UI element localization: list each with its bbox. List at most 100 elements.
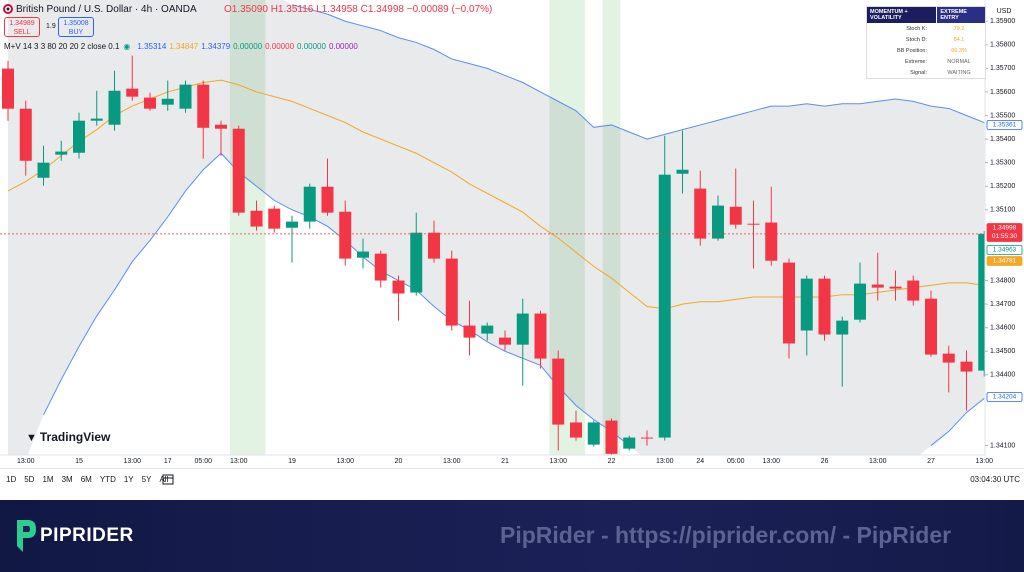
candle-body: [55, 151, 68, 155]
row-label: Signal:: [910, 69, 927, 76]
spread: 1.9: [46, 23, 56, 30]
plot-area: [0, 0, 985, 455]
candle-body: [729, 206, 742, 225]
range-button[interactable]: 1M: [42, 475, 54, 484]
candle-body: [108, 90, 121, 125]
indicator-value: 0.00000: [328, 42, 358, 51]
candle-body: [197, 84, 210, 128]
row-value: 79.2: [953, 25, 965, 32]
x-tick-label: 17: [164, 458, 172, 465]
calendar-icon[interactable]: [162, 473, 174, 485]
table-header: MOMENTUM + VOLATILITY EXTREME ENTRY: [867, 7, 985, 23]
candle-body: [499, 337, 511, 345]
signal-highlight: [229, 0, 248, 455]
brand-logo: [17, 520, 36, 552]
row-label: Stoch K:: [906, 25, 927, 32]
x-tick-label: 13:00: [17, 458, 35, 465]
signal-table: MOMENTUM + VOLATILITY EXTREME ENTRY Stoch…: [866, 6, 986, 79]
row-label: Extreme:: [904, 58, 927, 65]
table-row: Stoch D: 84.1: [867, 34, 985, 45]
y-tick-label: 1.34100: [990, 442, 1015, 449]
price-tag: [986, 392, 1023, 402]
y-tick-label: 1.35200: [990, 183, 1015, 190]
price-tag-label: 1.34204: [993, 394, 1017, 401]
y-tick-label: 1.35100: [990, 207, 1015, 214]
candle-body: [765, 222, 778, 261]
y-tick-label: 1.34600: [990, 325, 1015, 332]
ohlc-readout: O1.35090 H1.35116 L1.34958 C1.34998 −0.0…: [224, 4, 493, 15]
x-tick-label: 05:00: [194, 458, 212, 465]
x-tick-label: 05:00: [727, 458, 745, 465]
candle-body: [445, 258, 458, 326]
x-tick-label: 26: [821, 458, 829, 465]
candle-body: [907, 280, 920, 301]
x-tick-label: 13:00: [336, 458, 354, 465]
x-tick-label: 20: [395, 458, 403, 465]
y-tick-label: 1.35600: [990, 89, 1015, 96]
candle-body: [641, 437, 653, 439]
candle-body: [836, 320, 849, 335]
candle-body: [534, 313, 547, 359]
table-row: Stoch K: 79.2: [867, 23, 985, 34]
clock: 03:04:30 UTC: [970, 475, 1020, 484]
candle-body: [818, 278, 831, 335]
buy-price: 1.35008: [63, 20, 89, 27]
x-tick-label: 13:00: [230, 458, 248, 465]
logo-icon: ▼: [26, 432, 37, 444]
row-value: 66.3%: [951, 47, 967, 54]
buy-button[interactable]: 1.35008 BUY: [58, 17, 94, 37]
y-tick-label: 1.35300: [990, 160, 1015, 167]
candle-body: [268, 208, 281, 229]
x-tick-label: 13:00: [975, 458, 993, 465]
eye-icon[interactable]: ◉: [123, 42, 131, 51]
candle-body: [658, 174, 671, 438]
x-tick-label: 24: [696, 458, 704, 465]
x-tick-label: 15: [75, 458, 83, 465]
table-title: MOMENTUM + VOLATILITY: [870, 9, 908, 21]
x-tick-label: 13:00: [869, 458, 887, 465]
candle-body: [286, 221, 298, 228]
row-label: Stoch D:: [905, 36, 927, 43]
bottom-toolbar: 1D 5D 1M 3M 6M YTD 1Y 5Y All 03:04:30 UTC: [0, 468, 1024, 491]
x-tick-label: 13:00: [656, 458, 674, 465]
range-button[interactable]: 5D: [24, 475, 35, 484]
brand-name: PIPRIDER: [40, 525, 134, 546]
price-tag-label: 1.34781: [993, 258, 1017, 265]
x-tick-label: 13:00: [762, 458, 780, 465]
candle-body: [747, 223, 760, 225]
candle-body: [481, 325, 494, 334]
range-button[interactable]: All: [159, 475, 169, 484]
candle-body: [605, 420, 618, 454]
indicator-value: 1.34379: [201, 42, 231, 51]
candle-body: [144, 97, 156, 109]
x-tick-label: 19: [288, 458, 296, 465]
signal-highlight: [549, 0, 568, 455]
range-button[interactable]: 1Y: [123, 475, 134, 484]
row-label: BB Position:: [897, 47, 927, 54]
range-button[interactable]: 5Y: [141, 475, 152, 484]
range-button[interactable]: 3M: [61, 475, 73, 484]
candle-body: [339, 211, 352, 259]
y-tick-label: 1.35400: [990, 136, 1015, 143]
candle-body: [712, 205, 724, 239]
price-tag: [986, 120, 1023, 130]
candle-body: [783, 262, 795, 344]
candle-body: [73, 120, 85, 153]
table-badge: EXTREME ENTRY: [936, 7, 985, 23]
lower-band: [43, 152, 985, 446]
range-button[interactable]: 6M: [80, 475, 92, 484]
y-tick-label: 1.34800: [990, 277, 1015, 284]
sell-button[interactable]: 1.34989 SELL: [4, 17, 40, 37]
y-tick-label: 1.35700: [990, 65, 1015, 72]
range-button[interactable]: 1D: [6, 475, 17, 484]
banner: PIPRIDER PipRider - https://piprider.com…: [0, 500, 1024, 572]
candle-body: [215, 124, 227, 129]
candle-body: [90, 118, 103, 121]
range-button[interactable]: YTD: [99, 475, 116, 484]
indicator-value: 0.00000: [233, 42, 263, 51]
table-row: BB Position: 66.3%: [867, 45, 985, 56]
candle-body: [321, 186, 334, 213]
candle-body: [800, 278, 813, 331]
candle-body: [410, 232, 423, 293]
signal-highlight: [567, 0, 585, 455]
